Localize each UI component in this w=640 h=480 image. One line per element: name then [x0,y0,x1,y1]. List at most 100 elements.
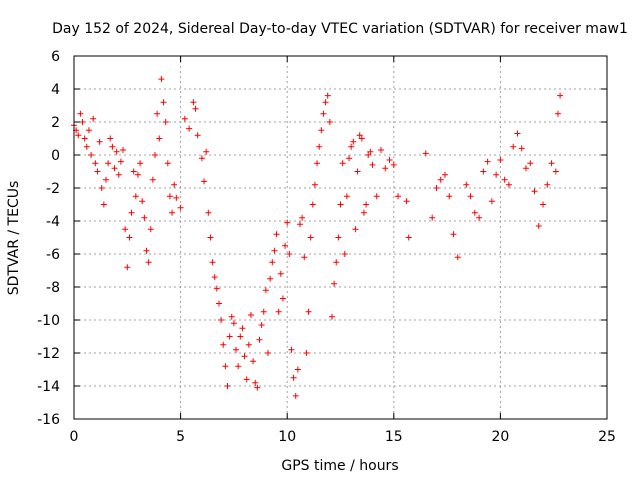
data-point-marker [446,193,453,200]
data-point-marker [139,198,146,205]
chart-title: Day 152 of 2024, Sidereal Day-to-day VTE… [52,21,628,37]
x-tick-label: 10 [278,429,296,445]
data-point-marker [186,125,193,132]
y-tick-label: -4 [46,214,60,230]
data-point-marker [194,132,201,139]
data-point-marker [540,201,547,208]
y-tick-label: -12 [37,346,60,362]
grid-layer [74,56,607,419]
data-point-marker [241,353,248,360]
data-point-marker [429,214,436,221]
data-point-marker [277,270,284,277]
data-point-marker [85,127,92,134]
data-point-marker [314,160,321,167]
data-point-marker [254,384,261,391]
ticks-layer: 0 5 10 15 20 25 -16 -14 -12 -10 -8 -6 -4 -2 0 2 4 6 [37,49,616,445]
data-point-marker [102,176,109,183]
data-point-marker [548,160,555,167]
data-point-marker [79,119,86,125]
data-point-marker [213,285,220,292]
data-point-marker [265,350,272,356]
data-point-marker [247,312,254,319]
data-point-marker [369,161,376,168]
data-point-marker [237,333,244,340]
data-point-marker [88,152,95,158]
data-point-marker [505,181,512,188]
data-point-marker [152,152,159,158]
data-point-marker [467,193,474,200]
data-point-marker [328,313,335,320]
x-tick-label: 20 [491,429,509,445]
data-point-marker [230,320,237,327]
data-point-marker [350,138,357,145]
data-point-marker [149,176,156,183]
data-point-marker [348,143,355,150]
data-point-marker [243,376,250,383]
data-point-marker [198,155,205,162]
data-point-marker [367,148,374,155]
data-point-marker [201,178,208,185]
data-point-marker [535,222,542,229]
data-point-marker [339,160,346,167]
data-point-marker [273,231,280,238]
data-point-marker [326,119,333,125]
data-point-marker [100,201,107,208]
data-point-marker [154,110,161,117]
data-point-marker [267,275,274,282]
data-point-marker [143,247,150,254]
data-point-marker [228,313,235,320]
y-tick-label: 6 [51,49,60,65]
data-point-marker [111,165,118,172]
data-point-marker [177,204,184,211]
data-point-marker [205,209,212,216]
data-point-marker [222,363,229,370]
data-point-marker [250,358,257,365]
data-point-marker [484,158,491,165]
data-point-marker [77,110,84,117]
plot-frame [73,55,608,420]
x-axis-label: GPS time / hours [281,458,398,474]
y-tick-label: -6 [46,247,60,263]
data-point-marker [518,145,525,152]
data-point-marker [441,171,448,178]
data-point-marker [245,341,252,348]
data-point-marker [137,160,144,167]
data-point-marker [471,209,478,216]
data-point-marker [299,214,306,221]
data-point-marker [433,185,440,191]
data-point-marker [437,176,444,183]
data-point-marker [292,392,299,399]
data-point-marker [422,150,429,157]
data-point-marker [207,234,214,241]
data-point-marker [162,119,169,125]
y-axis-label: SDTVAR / TECUs [6,181,22,296]
data-point-marker [335,234,342,241]
data-point-marker [269,259,276,266]
data-point-marker [252,379,259,386]
data-point-marker [373,193,380,200]
data-point-marker [522,165,529,172]
data-point-marker [365,152,372,158]
data-point-marker [320,110,327,117]
data-point-marker [343,193,350,200]
data-point-marker [382,165,389,172]
data-point-marker [132,193,139,200]
data-point-marker [454,254,461,261]
data-point-marker [501,176,508,183]
data-point-marker [303,350,310,356]
data-point-marker [476,214,483,221]
data-point-marker [181,115,188,122]
data-point-marker [322,99,329,106]
data-point-marker [271,247,278,254]
data-point-marker [354,168,361,175]
data-point-marker [390,161,397,168]
data-point-marker [160,99,167,106]
data-point-marker [378,147,385,154]
y-tick-label: -14 [37,379,60,395]
data-point-marker [510,143,517,150]
data-point-marker [156,135,163,142]
y-tick-label: -10 [37,313,60,329]
data-point-marker [235,363,242,370]
